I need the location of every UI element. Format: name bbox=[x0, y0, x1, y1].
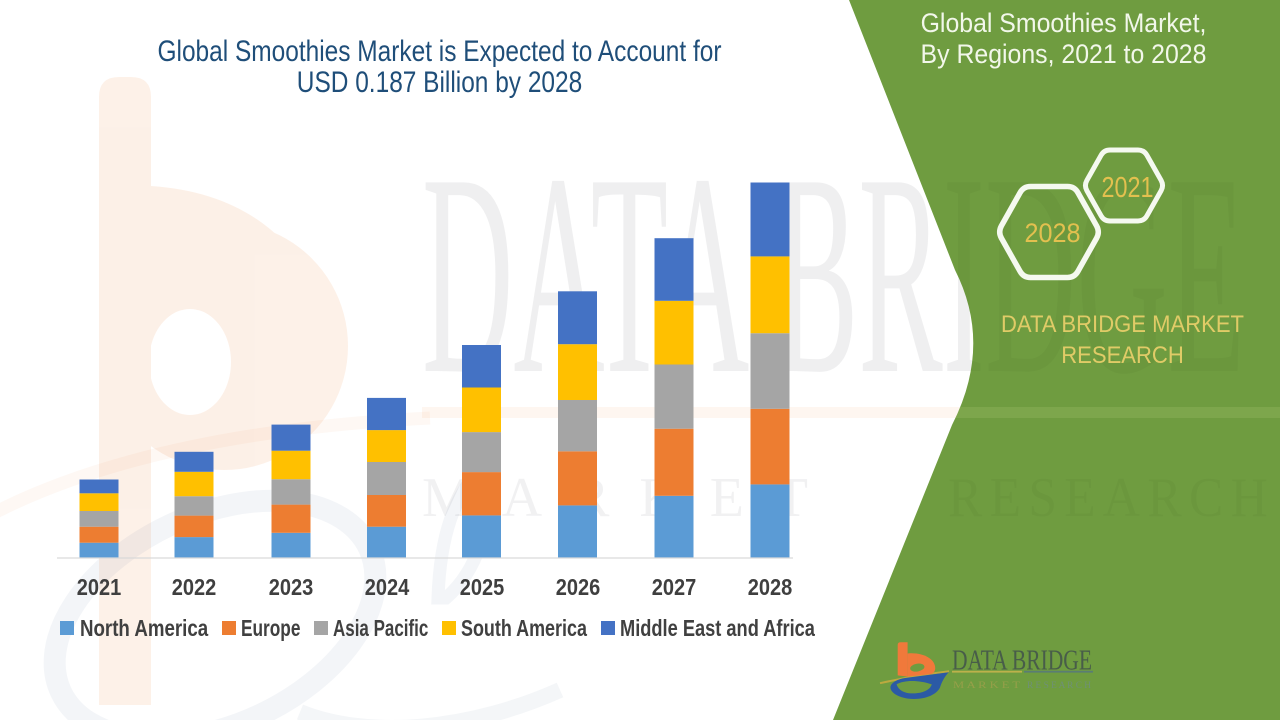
svg-text:2028: 2028 bbox=[1025, 218, 1081, 248]
svg-text:M A R K E T: M A R K E T bbox=[953, 680, 1021, 690]
svg-text:R E S E A R C H: R E S E A R C H bbox=[1027, 680, 1092, 690]
svg-text:2021: 2021 bbox=[1102, 172, 1154, 204]
